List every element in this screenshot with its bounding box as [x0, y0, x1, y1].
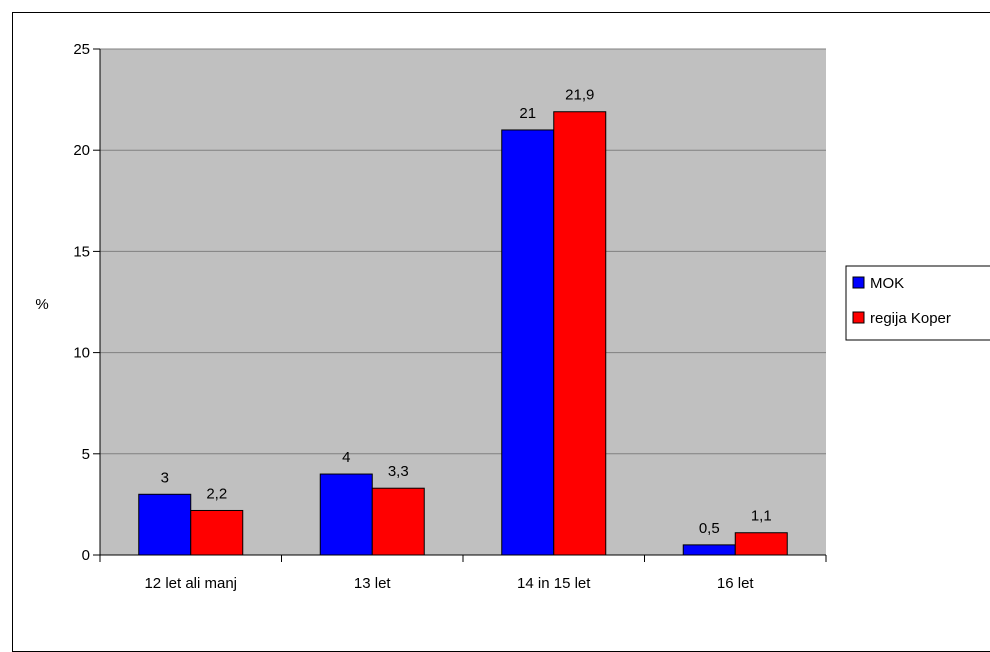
- x-tick-label: 13 let: [354, 575, 392, 592]
- y-tick-label: 5: [82, 446, 90, 463]
- legend-box: [845, 265, 990, 341]
- data-labels: 3 2,2 4 3,3 21 21,9 0,5 1,1: [161, 87, 772, 537]
- bar: [138, 493, 192, 556]
- gridlines: [100, 48, 826, 455]
- legend-label: MOK: [870, 275, 904, 292]
- bar: [319, 473, 373, 556]
- y-tick-label: 20: [73, 142, 90, 159]
- bar: [501, 129, 555, 556]
- x-tick-label: 14 in 15 let: [517, 575, 591, 592]
- bar-value-label: 3: [161, 469, 169, 486]
- y-tick-label: 10: [73, 345, 90, 362]
- legend-swatch: [852, 311, 865, 324]
- y-tick-label: 25: [73, 41, 90, 58]
- bar: [190, 509, 244, 556]
- legend: MOK regija Koper: [845, 265, 990, 341]
- x-tick-label: 16 let: [717, 575, 755, 592]
- bar: [553, 111, 607, 556]
- bar-value-label: 1,1: [751, 508, 772, 525]
- y-tick-labels: 0 5 10 15 20 25: [73, 41, 90, 564]
- x-tick-labels: 12 let ali manj 13 let 14 in 15 let 16 let: [144, 575, 754, 592]
- y-tick-label: 0: [82, 547, 90, 564]
- bar-value-label: 0,5: [699, 520, 720, 537]
- bar-chart: 3 2,2 4 3,3 21 21,9 0,5 1,1 0 5 10 15 20 25 12 let a…: [35, 41, 990, 592]
- bar-value-label: 21: [519, 105, 536, 122]
- legend-swatch: [852, 276, 865, 289]
- bar-value-label: 3,3: [388, 463, 409, 480]
- axes: [93, 48, 827, 562]
- bar-value-label: 21,9: [565, 87, 594, 104]
- bar: [371, 487, 425, 556]
- bars: [138, 111, 788, 556]
- y-tick-label: 15: [73, 243, 90, 260]
- legend-label: regija Koper: [870, 310, 951, 327]
- bar-value-label: 2,2: [206, 485, 227, 502]
- bar: [682, 544, 736, 556]
- bar: [734, 532, 788, 556]
- y-axis-label: %: [35, 296, 48, 313]
- plot-area: [100, 49, 826, 555]
- x-tick-label: 12 let ali manj: [144, 575, 237, 592]
- bar-value-label: 4: [342, 449, 350, 466]
